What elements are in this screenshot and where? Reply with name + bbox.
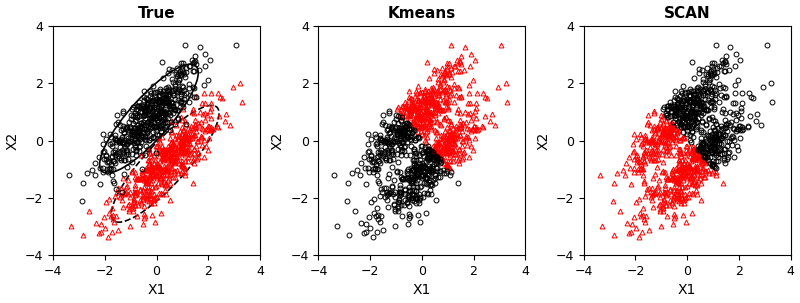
X-axis label: X1: X1	[147, 283, 166, 298]
Y-axis label: X2: X2	[536, 132, 550, 150]
Title: SCAN: SCAN	[664, 5, 710, 21]
Title: True: True	[138, 5, 175, 21]
Y-axis label: X2: X2	[271, 132, 285, 150]
X-axis label: X1: X1	[678, 283, 696, 298]
X-axis label: X1: X1	[413, 283, 431, 298]
Title: Kmeans: Kmeans	[388, 5, 456, 21]
Y-axis label: X2: X2	[6, 132, 19, 150]
